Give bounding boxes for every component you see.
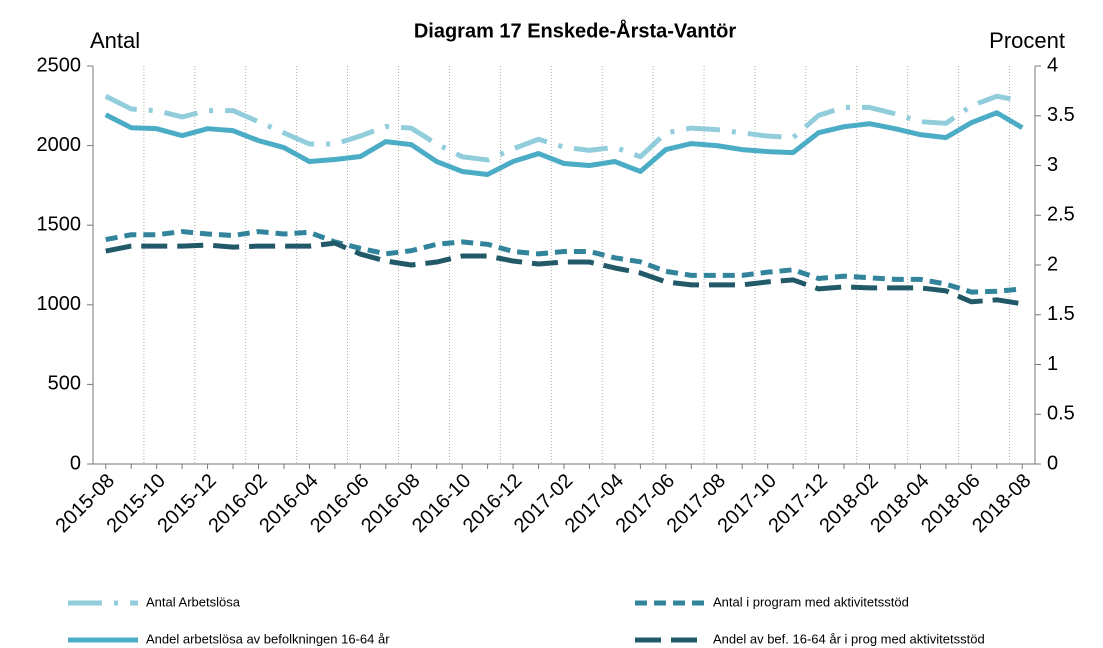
y-tick-label: 2500 bbox=[37, 54, 82, 76]
legend-label: Andel arbetslösa av befolkningen 16-64 å… bbox=[146, 631, 390, 646]
series-line bbox=[105, 229, 1023, 295]
y-tick-label: 1500 bbox=[37, 213, 82, 235]
y2-tick-label: 1.5 bbox=[1047, 303, 1075, 325]
y2-tick-label: 0 bbox=[1047, 452, 1058, 474]
y2-tick-label: 4 bbox=[1047, 54, 1058, 76]
y2-axis-title: Procent bbox=[989, 28, 1065, 53]
y-tick-label: 2000 bbox=[37, 134, 82, 156]
y2-tick-label: 3.5 bbox=[1047, 104, 1075, 126]
y2-tick-label: 2.5 bbox=[1047, 204, 1075, 226]
legend-label: Antal Arbetslösa bbox=[146, 594, 241, 609]
y2-tick-label: 2 bbox=[1047, 253, 1058, 275]
y-tick-label: 500 bbox=[48, 373, 81, 395]
y2-tick-label: 3 bbox=[1047, 154, 1058, 176]
legend-label: Antal i program med aktivitetsstöd bbox=[713, 594, 909, 609]
legend-label: Andel av bef. 16-64 år i prog med aktivi… bbox=[713, 631, 985, 646]
y-axis-title: Antal bbox=[90, 28, 140, 53]
y2-tick-label: 0.5 bbox=[1047, 403, 1075, 425]
series-line bbox=[104, 93, 1023, 163]
y-tick-label: 0 bbox=[70, 452, 81, 474]
series-line bbox=[105, 240, 1023, 307]
series-line bbox=[104, 110, 1024, 177]
chart-title: Diagram 17 Enskede-Årsta-Vantör bbox=[414, 18, 737, 42]
y2-tick-label: 1 bbox=[1047, 353, 1058, 375]
y-tick-label: 1000 bbox=[37, 293, 82, 315]
